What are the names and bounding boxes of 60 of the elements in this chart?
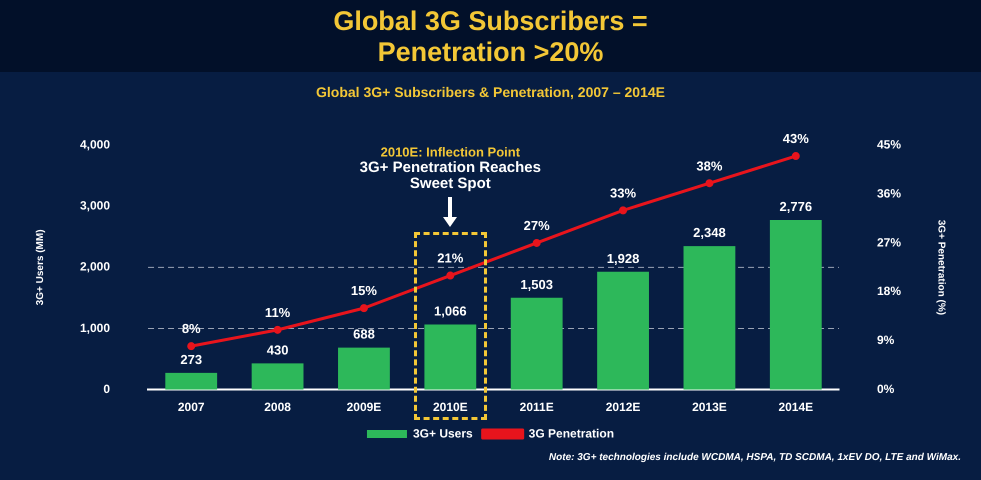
chart-subtitle: Global 3G+ Subscribers & Penetration, 2007 – 2014E — [315, 84, 666, 100]
y2-tick-label: 27% — [876, 235, 902, 250]
x-tick-label: 2010E — [432, 400, 468, 414]
x-tick-label: 2013E — [692, 400, 727, 414]
data-label: 1,066 — [434, 304, 467, 319]
bar — [770, 220, 822, 390]
point — [360, 304, 368, 312]
y-tick-label: 3,000 — [80, 198, 110, 213]
x-tick-label: 2009E — [346, 400, 382, 414]
legend-label: 3G Penetration — [528, 426, 614, 440]
legend-label: 3G+ Users — [412, 426, 474, 440]
data-label: 15% — [350, 283, 378, 298]
data-label: 11% — [264, 304, 291, 320]
text: Note: 3G+ technologies include WCDMA, HSPA, TD SCDMA, 1xEV DO, LTE and WiMax. — [548, 452, 961, 463]
data-label: 38% — [696, 158, 723, 174]
y2-tick-label: 0% — [876, 382, 895, 396]
x-tick-label: 2014E — [778, 400, 814, 414]
bar — [684, 246, 736, 390]
x-tick-label: 2007 — [178, 400, 205, 414]
data-label: 43% — [782, 131, 810, 146]
y2-tick-label: 36% — [876, 186, 902, 200]
point — [532, 238, 541, 247]
data-label: 21% — [437, 250, 464, 266]
data-label: 2,776 — [780, 199, 812, 214]
data-label: 2,348 — [693, 225, 726, 240]
point — [274, 326, 282, 334]
annotation: 3G+ Penetration Reaches Sweet Spot — [360, 158, 541, 192]
x-tick-label: 2012E — [606, 400, 640, 414]
data-label: 27% — [524, 218, 550, 234]
y2-tick-label: 18% — [876, 284, 902, 298]
bar — [165, 372, 218, 390]
data-label: 430 — [266, 342, 288, 358]
y-tick-label: 0 — [103, 382, 110, 396]
bar — [424, 324, 476, 390]
data-label: 8% — [182, 321, 202, 336]
data-label: 273 — [180, 352, 202, 367]
point — [792, 152, 800, 160]
y2-tick-label: 9% — [876, 333, 895, 348]
bar — [597, 272, 649, 390]
y-tick-label: 2,000 — [80, 260, 110, 274]
x-tick-label: 2008 — [264, 400, 292, 414]
y2-tick-label: 45% — [876, 138, 902, 152]
bar — [338, 348, 390, 390]
point — [187, 342, 196, 350]
y2-axis-title: 3G+ Penetration (%) — [935, 220, 946, 316]
point — [446, 272, 454, 280]
point — [619, 206, 628, 214]
annotation: 2010E: Inflection Point — [380, 144, 521, 160]
y-tick-label: 1,000 — [80, 320, 110, 335]
x-tick-label: 2011E — [520, 400, 554, 414]
y-axis-title: 3G+ Users (MM) — [34, 229, 46, 306]
data-label: 1,928 — [606, 250, 640, 266]
data-label: 1,503 — [520, 276, 553, 292]
point — [705, 179, 714, 188]
data-label: 33% — [610, 185, 637, 200]
bar — [510, 298, 563, 390]
y-tick-label: 4,000 — [80, 138, 110, 152]
chart-title: Global 3G Subscribers = Penetration >20% — [332, 6, 649, 68]
data-label: 688 — [353, 326, 375, 342]
bar — [252, 363, 304, 390]
